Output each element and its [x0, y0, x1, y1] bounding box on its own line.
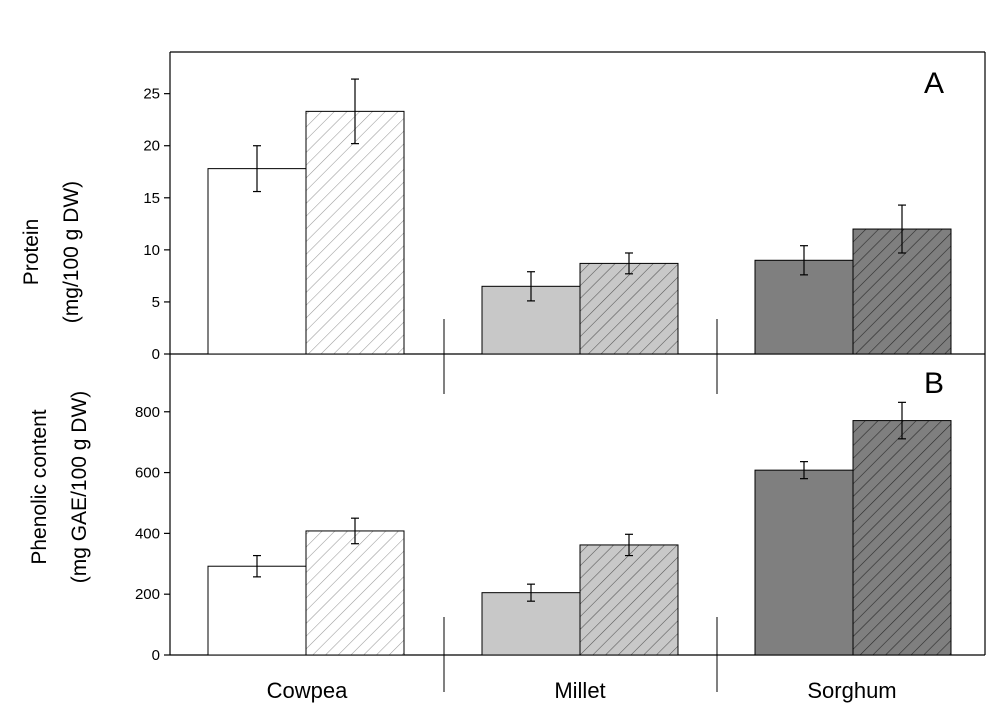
y-tick-label: 800: [135, 404, 160, 421]
bar-sorghum-series-2: [852, 420, 952, 656]
category-label-millet: Millet: [554, 678, 605, 703]
y-axis-title-line1: Phenolic content: [28, 409, 51, 564]
error-bar-millet-series-2: [625, 533, 633, 557]
panel-b-error-bars: [253, 401, 906, 602]
error-bar-millet-series-1: [527, 271, 535, 302]
error-bar-sorghum-series-1: [800, 461, 808, 480]
y-tick-label: 25: [143, 86, 160, 103]
error-bar-cowpea-series-2: [351, 517, 359, 545]
error-bar-millet-series-1: [527, 583, 535, 602]
y-tick-label: 600: [135, 465, 160, 482]
bar-sorghum-series-1: [754, 259, 854, 355]
bar-cowpea-series-1: [207, 168, 307, 355]
panel-label-b: B: [924, 367, 944, 400]
panel-label-a: A: [924, 67, 944, 100]
error-bar-cowpea-series-1: [253, 554, 261, 578]
y-axis-title-line1: Protein: [20, 219, 43, 286]
category-label-sorghum: Sorghum: [807, 678, 896, 703]
y-tick-label: 0: [152, 346, 160, 363]
y-tick-label: 15: [143, 190, 160, 207]
panel-a-y-axis-title: Protein (mg/100 g DW): [20, 181, 83, 323]
bar-millet-series-1: [481, 592, 581, 656]
panel-a: 0 5 10 15 20 25 A Protein (mg/100 g DW): [20, 67, 952, 363]
category-label-cowpea: Cowpea: [267, 678, 348, 703]
y-tick-label: 10: [143, 242, 160, 259]
panel-a-bars: [207, 110, 952, 355]
bar-millet-series-2: [579, 544, 679, 656]
error-bar-sorghum-series-2: [898, 401, 906, 440]
y-tick-label: 20: [143, 138, 160, 155]
error-bar-millet-series-2: [625, 252, 633, 275]
error-bar-cowpea-series-2: [351, 78, 359, 145]
y-tick-label: 200: [135, 586, 160, 603]
y-axis-title-line2: (mg GAE/100 g DW): [68, 391, 91, 584]
bar-cowpea-series-2: [305, 110, 405, 355]
x-category-labels: Cowpea Millet Sorghum: [267, 678, 897, 703]
panel-a-error-bars: [253, 78, 906, 302]
panel-b-bars: [207, 420, 952, 656]
bar-millet-series-2: [579, 262, 679, 355]
error-bar-sorghum-series-2: [898, 204, 906, 254]
panel-a-y-ticks: 0 5 10 15 20 25: [143, 86, 170, 363]
panel-b: 0 200 400 600 800 B Phenolic content (mg GAE…: [28, 367, 952, 664]
y-tick-label: 0: [152, 647, 160, 664]
y-tick-label: 400: [135, 525, 160, 542]
bar-cowpea-series-1: [207, 565, 307, 656]
y-axis-title-line2: (mg/100 g DW): [60, 181, 83, 323]
bar-cowpea-series-2: [305, 530, 405, 656]
error-bar-sorghum-series-1: [800, 245, 808, 276]
panel-b-y-ticks: 0 200 400 600 800: [135, 404, 170, 664]
y-tick-label: 5: [152, 294, 160, 311]
panel-b-y-axis-title: Phenolic content (mg GAE/100 g DW): [28, 391, 91, 584]
error-bar-cowpea-series-1: [253, 145, 261, 193]
bar-sorghum-series-1: [754, 469, 854, 656]
